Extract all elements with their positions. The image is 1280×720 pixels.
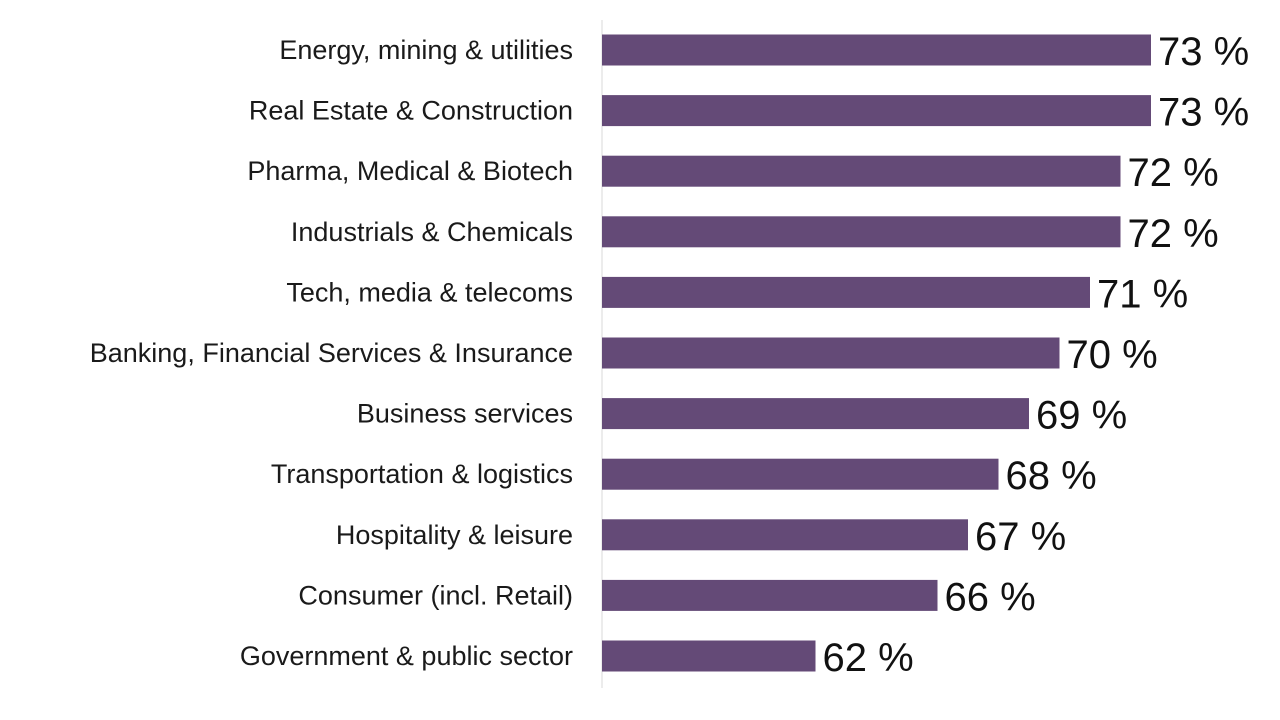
category-label: Government & public sector [240,641,573,671]
bar [602,579,938,611]
value-label: 73 % [1158,91,1249,135]
bar [602,398,1029,430]
category-label: Hospitality & leisure [336,520,573,550]
bar [602,155,1121,187]
category-label: Energy, mining & utilities [279,35,573,65]
value-label: 73 % [1158,30,1249,74]
category-label: Pharma, Medical & Biotech [247,156,573,186]
category-labels-group: Energy, mining & utilities Real Estate & … [90,35,573,671]
value-label: 67 % [975,515,1066,559]
bar [602,458,999,490]
bars-group [602,34,1151,672]
bar [602,519,968,551]
category-label: Banking, Financial Services & Insurance [90,338,573,368]
bar [602,640,816,672]
value-label: 62 % [823,636,914,680]
value-label: 72 % [1128,151,1219,195]
value-labels-group: 73 % 73 % 72 % 72 % 71 % 70 % 69 % 68 % 67 % 66 %… [823,30,1250,680]
value-label: 66 % [945,575,1036,619]
value-label: 72 % [1128,212,1219,256]
bar [602,34,1151,66]
category-label: Real Estate & Construction [249,96,573,126]
category-label: Industrials & Chemicals [291,217,573,247]
category-label: Transportation & logistics [271,459,573,489]
value-label: 70 % [1067,333,1158,377]
bar [602,337,1060,369]
category-label: Tech, media & telecoms [286,277,573,307]
value-label: 68 % [1006,454,1097,498]
value-label: 71 % [1097,272,1188,316]
category-label: Business services [357,399,573,429]
bar [602,276,1090,308]
bar [602,95,1151,127]
bar [602,216,1121,248]
category-label: Consumer (incl. Retail) [298,580,573,610]
value-label: 69 % [1036,394,1127,438]
